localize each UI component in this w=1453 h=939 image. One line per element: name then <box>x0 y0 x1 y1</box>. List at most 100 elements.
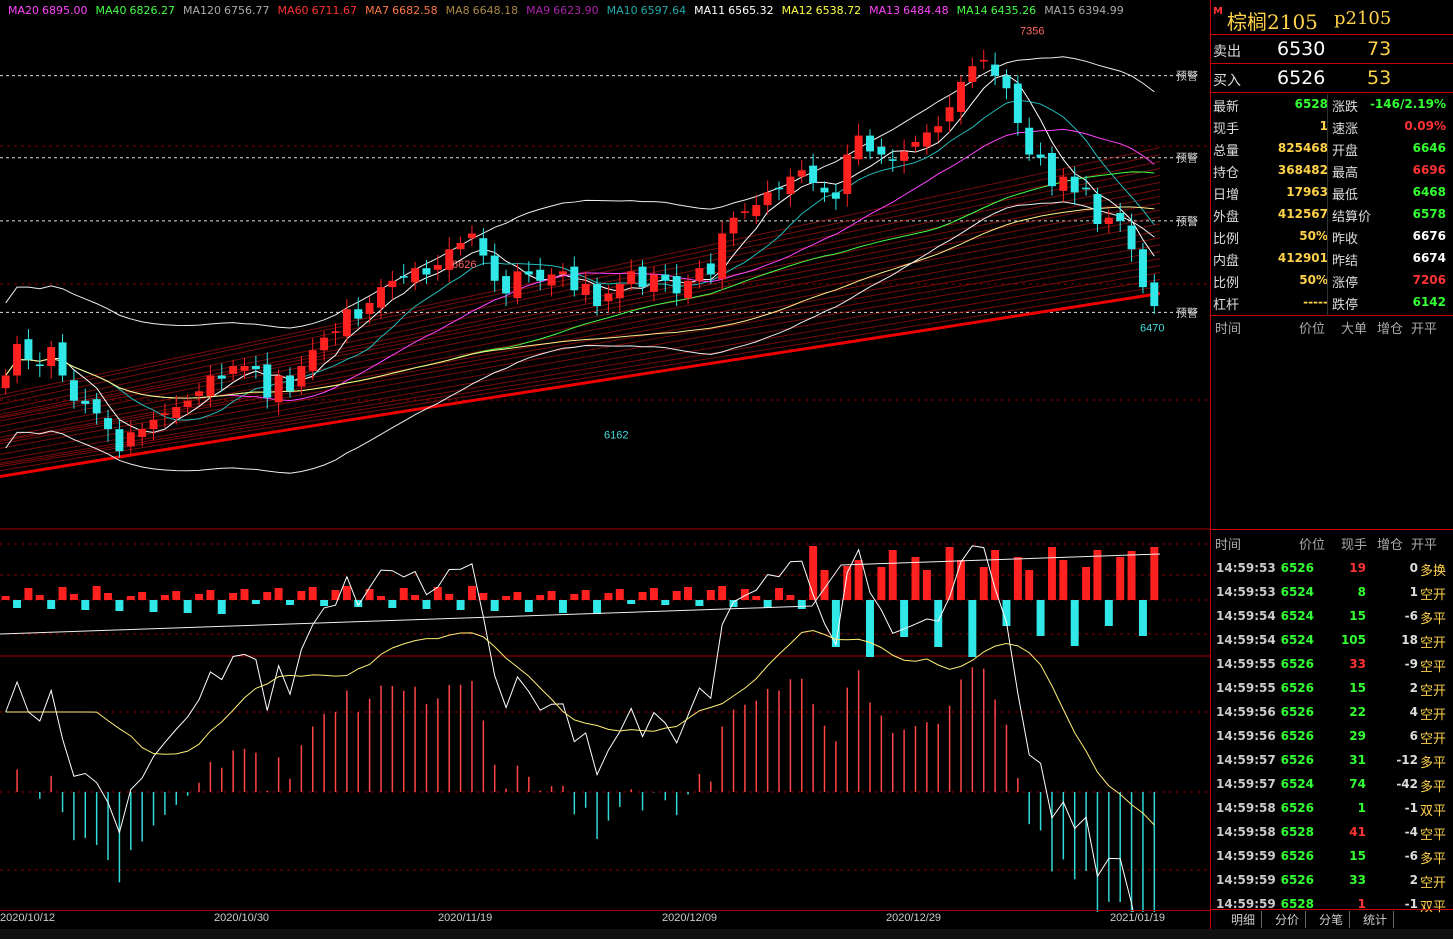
candle-body <box>786 176 795 195</box>
quote-value: 50% <box>1299 273 1328 287</box>
ma-name: MA12 <box>781 4 813 17</box>
warn-label: 预警 <box>1176 69 1198 83</box>
volume-bar <box>684 587 693 600</box>
quote-value: 6646 <box>1412 141 1446 155</box>
quote-label: 涨跌 <box>1332 100 1359 115</box>
tick-time: 14:59:56 <box>1216 729 1276 743</box>
candle-body <box>888 159 897 161</box>
ma-value: 6623.90 <box>553 4 599 17</box>
long-ma-line <box>0 181 1161 418</box>
tab-3[interactable]: 统计 <box>1357 911 1395 928</box>
ma-value: 6538.72 <box>815 4 862 17</box>
candle-body <box>934 126 943 133</box>
contract-name: 棕榈2105 <box>1227 10 1318 34</box>
quote-value: 6142 <box>1412 295 1446 309</box>
candle-body <box>922 132 931 147</box>
quote-row: 持仓 368482 最高 6696 <box>1211 159 1453 181</box>
volume-bar <box>854 560 863 600</box>
tick-oi-change: -4 <box>1404 825 1418 839</box>
tick-type: 空平 <box>1419 660 1446 675</box>
volume-bar <box>13 600 22 608</box>
candle-body <box>513 271 522 299</box>
ma-name: MA15 <box>1044 4 1076 17</box>
ask-row[interactable]: 卖出 6530 73 <box>1211 35 1453 64</box>
tab-2[interactable]: 分笔 <box>1313 911 1351 928</box>
ma-value: 6648.18 <box>472 4 519 17</box>
title-mark: M <box>1213 6 1223 17</box>
candle-body <box>752 205 761 217</box>
candle-body <box>763 192 772 206</box>
ma-legend-item: MA120 6756.77 <box>183 0 270 22</box>
tick-price: 6526 <box>1280 849 1314 863</box>
volume-bar <box>615 589 624 600</box>
candle-body <box>1 375 10 389</box>
volume-bar <box>1047 547 1056 600</box>
candle-body <box>524 271 533 275</box>
volume-bar <box>433 587 442 600</box>
long-ma-line <box>0 265 1161 464</box>
volume-bar <box>968 600 977 657</box>
quote-label: 持仓 <box>1213 166 1240 181</box>
quote-label: 速涨 <box>1332 122 1359 137</box>
candle-body <box>115 429 124 452</box>
x-tick-label: 2021/01/19 <box>1110 912 1166 924</box>
hdr-type: 开平 <box>1411 322 1438 337</box>
tick-row: 14:59:59 6526 33 2 空开 <box>1211 868 1453 892</box>
volume-bar <box>115 600 124 611</box>
candle-body <box>206 375 215 397</box>
hdr-bigorder: 大单 <box>1341 322 1368 337</box>
quote-label: 总量 <box>1213 144 1240 159</box>
tick-list[interactable]: 14:59:53 6526 19 0 多换 14:59:53 6524 8 1 空开 14:59:5… <box>1211 556 1453 916</box>
volume-bar <box>809 546 818 600</box>
bid-row[interactable]: 买入 6526 53 <box>1211 64 1453 93</box>
volume-bar <box>388 600 397 608</box>
volume-bar <box>354 600 363 607</box>
tick-type: 多换 <box>1419 564 1446 579</box>
ma-name: MA13 <box>869 4 901 17</box>
tick-row: 14:59:54 6524 15 -6 多平 <box>1211 604 1453 628</box>
candle-body <box>217 375 226 379</box>
volume-bar <box>1059 560 1068 600</box>
volume-bar <box>490 600 499 611</box>
tick-row: 14:59:59 6528 1 -1 双平 <box>1211 892 1453 916</box>
candle-body <box>354 309 363 319</box>
warn-label: 预警 <box>1176 151 1198 165</box>
volume-bar <box>217 600 226 614</box>
volume-bar <box>195 594 203 600</box>
tick-time: 14:59:53 <box>1216 561 1276 575</box>
chart-area[interactable]: 预警 预警 预警 预警 7356 6626 6162 6470 <box>0 22 1210 912</box>
volume-bar <box>593 600 602 614</box>
volume-bar <box>229 593 238 600</box>
volume-bar <box>638 592 647 600</box>
tick-time: 14:59:55 <box>1216 681 1276 695</box>
candle-body <box>638 266 647 288</box>
ma-legend-item: MA15 6394.99 <box>1044 0 1124 22</box>
tick-row: 14:59:58 6528 41 -4 空平 <box>1211 820 1453 844</box>
candle-body <box>979 59 988 62</box>
candle-body <box>422 268 431 275</box>
candle-body <box>24 339 33 360</box>
quote-label: 内盘 <box>1213 254 1240 269</box>
candle-body <box>47 347 56 367</box>
candle-body <box>35 364 44 367</box>
tick-volume: 15 <box>1349 681 1366 695</box>
tab-0[interactable]: 明细 <box>1225 911 1263 928</box>
candle-body <box>456 242 465 250</box>
ma-legend-item: MA40 6826.27 <box>96 0 176 22</box>
tick-row: 14:59:59 6526 15 -6 多平 <box>1211 844 1453 868</box>
candle-body <box>854 135 863 160</box>
tick-type: 空开 <box>1419 588 1446 603</box>
candle-body <box>81 400 90 404</box>
volume-bar <box>695 600 704 606</box>
tick-volume: 22 <box>1349 705 1366 719</box>
volume-bar <box>183 600 192 613</box>
quote-label: 昨收 <box>1332 232 1359 247</box>
candle-body <box>69 380 78 401</box>
tab-1[interactable]: 分价 <box>1269 911 1307 928</box>
long-ma-line <box>0 216 1161 438</box>
x-tick-label: 2020/12/09 <box>662 912 718 924</box>
quote-row: 外盘 412567 结算价 6578 <box>1211 203 1453 225</box>
tick-volume: 15 <box>1349 849 1366 863</box>
volume-bar <box>1082 567 1091 600</box>
